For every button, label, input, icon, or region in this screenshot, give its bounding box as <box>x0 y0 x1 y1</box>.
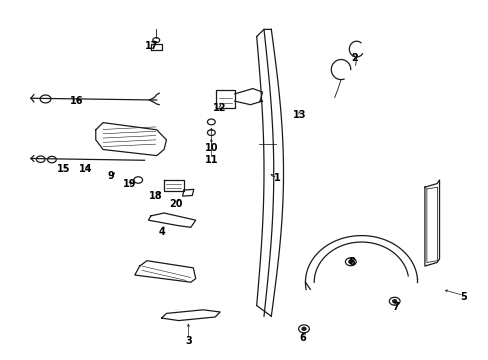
Text: 20: 20 <box>169 199 183 210</box>
Text: 7: 7 <box>391 302 398 312</box>
Text: 3: 3 <box>184 336 191 346</box>
Circle shape <box>302 327 305 330</box>
Text: 10: 10 <box>204 143 218 153</box>
Text: 15: 15 <box>57 164 71 174</box>
Text: 4: 4 <box>158 227 164 237</box>
Text: 6: 6 <box>299 333 306 343</box>
Text: 16: 16 <box>69 96 83 106</box>
Text: 5: 5 <box>460 292 467 302</box>
Text: 8: 8 <box>347 257 354 267</box>
Text: 17: 17 <box>145 41 158 50</box>
Text: 2: 2 <box>350 53 357 63</box>
Circle shape <box>348 260 352 263</box>
Circle shape <box>392 300 396 303</box>
Text: 19: 19 <box>123 179 136 189</box>
Text: 9: 9 <box>107 171 114 181</box>
Text: 1: 1 <box>274 173 281 183</box>
Text: 18: 18 <box>149 191 162 201</box>
Text: 11: 11 <box>204 155 218 165</box>
Text: 13: 13 <box>293 111 306 121</box>
Text: 12: 12 <box>213 103 226 113</box>
Text: 14: 14 <box>79 164 93 174</box>
